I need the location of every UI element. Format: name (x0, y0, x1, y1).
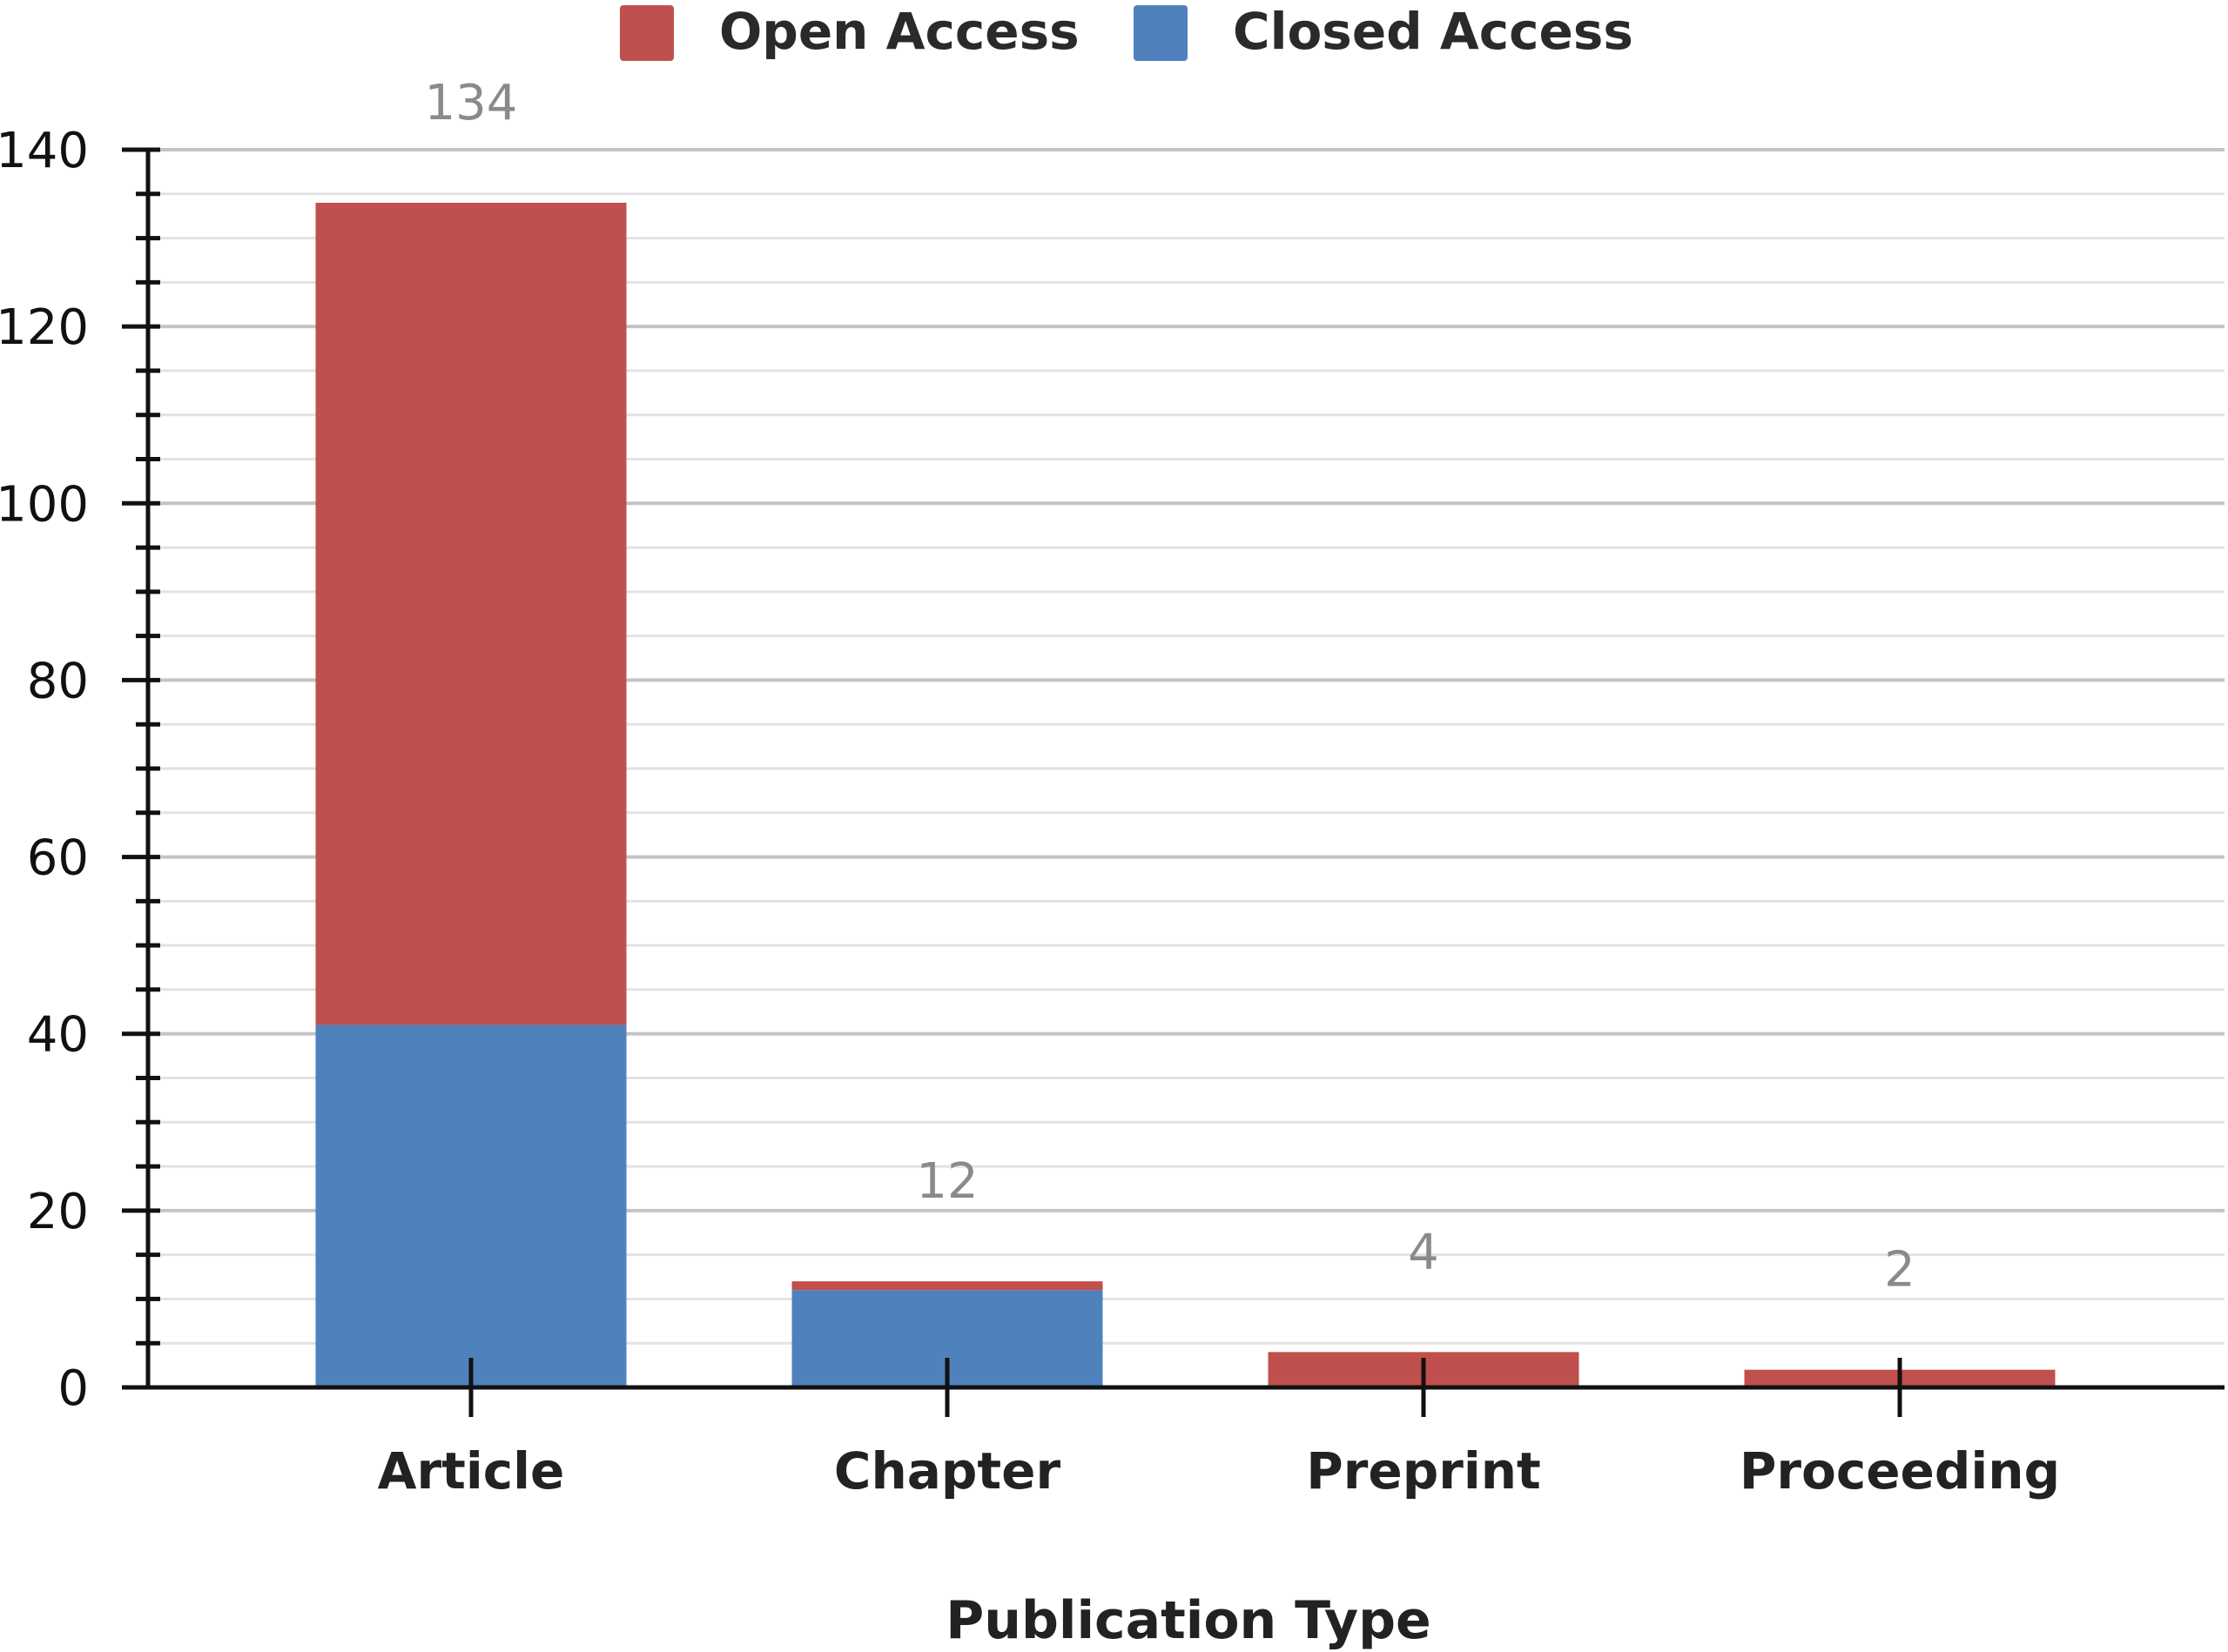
y-tick-label: 20 (27, 1184, 89, 1240)
total-label-chapter: 12 (916, 1153, 978, 1210)
y-tick-label: 40 (27, 1007, 89, 1064)
legend-label-open-access: Open Access (719, 2, 1080, 61)
axes (122, 147, 2225, 1417)
bar-closed-access-article (315, 1024, 627, 1387)
total-label-article: 134 (425, 75, 518, 131)
y-tick-label: 60 (27, 830, 89, 887)
y-tick-label: 80 (27, 653, 89, 709)
total-label-preprint: 4 (1408, 1224, 1439, 1280)
x-tick-label-article: Article (378, 1441, 565, 1501)
y-tick-label: 120 (0, 299, 89, 356)
bar-open-access-article (315, 202, 627, 1025)
x-tick-label-preprint: Preprint (1306, 1441, 1540, 1501)
bar-open-access-chapter (791, 1281, 1103, 1291)
legend: Open Access Closed Access (620, 2, 1633, 61)
x-tick-label-chapter: Chapter (834, 1441, 1061, 1501)
x-axis-title: Publication Type (946, 1590, 1430, 1651)
y-tick-label: 140 (0, 123, 89, 179)
legend-swatch-closed-access (1134, 5, 1188, 61)
total-label-proceeding: 2 (1884, 1242, 1915, 1299)
y-tick-label: 0 (57, 1360, 89, 1417)
legend-label-closed-access: Closed Access (1233, 2, 1633, 61)
legend-swatch-open-access (620, 5, 674, 61)
x-tick-label-proceeding: Proceeding (1740, 1441, 2060, 1501)
y-tick-label: 100 (0, 476, 89, 533)
labels: 0 20 40 60 80 100 120 140 Article 134 Chapter 12 Pre… (0, 75, 2060, 1501)
